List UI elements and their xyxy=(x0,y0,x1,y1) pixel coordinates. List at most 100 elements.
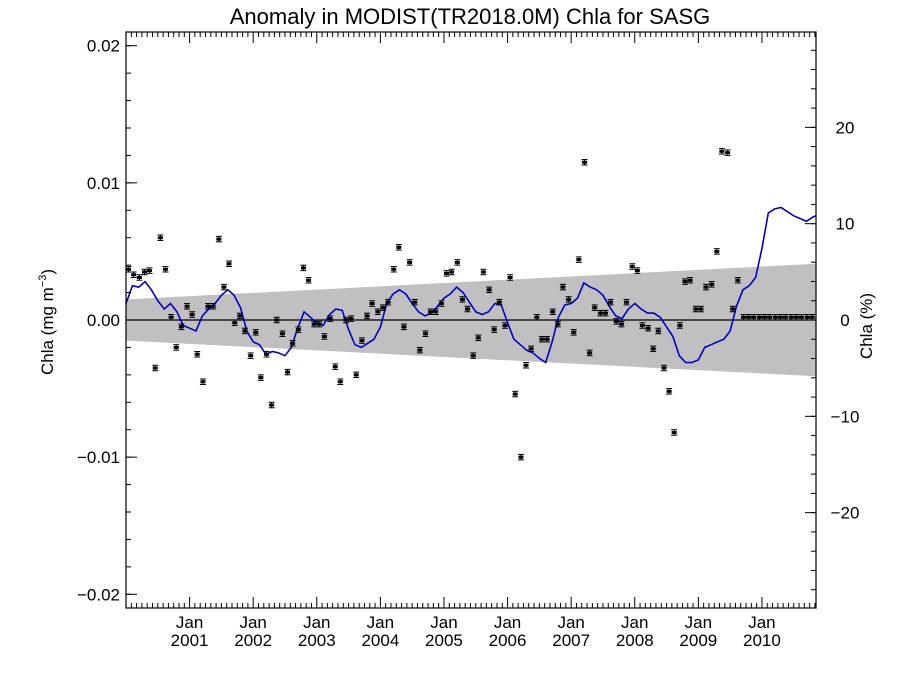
data-point xyxy=(766,314,773,321)
data-point xyxy=(390,266,397,273)
data-point xyxy=(517,453,524,461)
point-marker xyxy=(496,300,502,304)
data-point xyxy=(184,303,191,310)
x-tick-label-month: Jan xyxy=(748,613,775,632)
data-point xyxy=(406,259,413,266)
point-marker xyxy=(184,304,190,308)
data-point xyxy=(507,274,514,281)
point-marker xyxy=(618,322,624,326)
point-marker xyxy=(126,267,132,271)
x-tick-label-year: 2002 xyxy=(234,631,272,650)
data-point xyxy=(713,248,720,255)
data-point xyxy=(666,388,673,395)
left-tick-label: 0.01 xyxy=(87,174,120,193)
chart-title: Anomaly in MODIST(TR2018.0M) Chla for SA… xyxy=(230,4,710,29)
data-point xyxy=(374,308,381,316)
left-tick-label: 0.00 xyxy=(87,311,120,330)
point-marker xyxy=(412,300,418,304)
smooth-anomaly-line xyxy=(125,206,817,364)
data-point xyxy=(438,300,445,307)
smooth-line-layer xyxy=(125,206,817,364)
data-point xyxy=(581,159,588,166)
data-point xyxy=(702,283,709,291)
data-point xyxy=(639,322,646,329)
point-marker xyxy=(550,310,556,314)
point-marker xyxy=(576,258,582,262)
data-point xyxy=(777,314,784,321)
point-marker xyxy=(359,339,365,343)
data-point xyxy=(655,327,662,335)
point-marker xyxy=(369,302,375,306)
x-tick-label-year: 2003 xyxy=(298,631,336,650)
x-axis: Jan2001Jan2002Jan2003Jan2004Jan2005Jan20… xyxy=(130,32,816,650)
data-point xyxy=(623,298,630,306)
point-marker xyxy=(449,270,455,274)
data-point xyxy=(395,244,402,251)
y-axis-label-left-close: ) xyxy=(38,269,57,275)
point-marker xyxy=(687,278,693,282)
point-marker xyxy=(655,329,661,333)
data-point xyxy=(194,351,201,358)
point-marker xyxy=(337,380,343,384)
data-point xyxy=(756,314,763,321)
point-marker xyxy=(634,269,640,273)
point-marker xyxy=(608,300,614,304)
data-point xyxy=(422,330,429,337)
point-marker xyxy=(751,315,757,319)
x-tick-label-month: Jan xyxy=(557,613,584,632)
point-marker xyxy=(528,347,534,351)
data-point xyxy=(697,305,704,313)
right-tick-label: −20 xyxy=(831,504,860,523)
data-point xyxy=(411,298,418,306)
data-point xyxy=(788,314,795,321)
point-marker xyxy=(798,315,804,319)
point-marker xyxy=(491,328,497,332)
data-point xyxy=(284,368,291,376)
data-point xyxy=(570,329,577,336)
data-point xyxy=(205,303,212,310)
data-point xyxy=(300,264,307,272)
data-point xyxy=(157,234,164,241)
point-marker xyxy=(248,354,254,358)
data-point xyxy=(305,276,312,284)
data-point xyxy=(671,429,678,436)
point-marker xyxy=(555,322,561,326)
data-point xyxy=(602,309,609,317)
data-point xyxy=(724,149,731,156)
data-point xyxy=(257,374,264,381)
data-point xyxy=(369,300,376,307)
data-point xyxy=(687,276,694,284)
data-point xyxy=(199,378,206,385)
point-marker xyxy=(772,315,778,319)
data-point xyxy=(168,314,175,321)
point-marker xyxy=(221,285,227,289)
point-marker xyxy=(761,315,767,319)
point-marker xyxy=(290,341,296,345)
point-marker xyxy=(560,285,566,289)
data-point xyxy=(480,268,487,276)
x-tick-label-month: Jan xyxy=(494,613,521,632)
y-axis-label-left-sup: −3 xyxy=(37,275,49,288)
data-point xyxy=(189,311,196,318)
x-tick-label-month: Jan xyxy=(239,613,266,632)
point-marker xyxy=(512,392,518,396)
point-marker xyxy=(523,363,529,367)
point-marker xyxy=(332,365,338,369)
point-marker xyxy=(157,236,163,240)
point-marker xyxy=(677,323,683,327)
data-point xyxy=(523,362,530,369)
point-marker xyxy=(300,266,306,270)
x-tick-label-month: Jan xyxy=(430,613,457,632)
data-point xyxy=(432,308,439,316)
x-tick-label-month: Jan xyxy=(176,613,203,632)
y-axis-label-left-main: Chla (mg m xyxy=(38,287,57,375)
data-point xyxy=(708,281,715,288)
x-tick-label-year: 2007 xyxy=(552,631,590,650)
data-point xyxy=(236,312,243,320)
data-point xyxy=(343,316,350,324)
data-point xyxy=(591,304,598,311)
data-point xyxy=(231,319,238,326)
data-point xyxy=(718,148,725,155)
data-point xyxy=(141,268,148,276)
data-point xyxy=(295,326,302,333)
